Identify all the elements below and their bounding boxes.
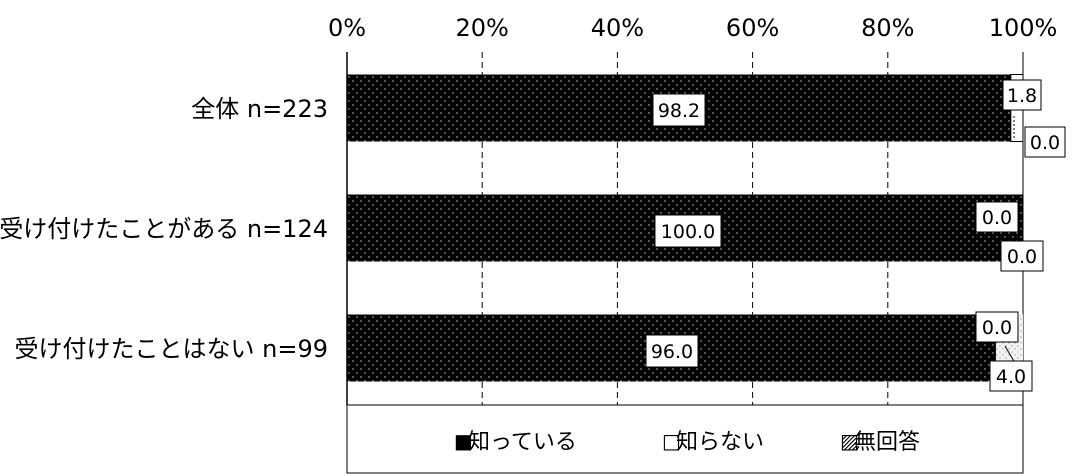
data-label: 4.0 [996, 366, 1026, 388]
x-tick-label: 0% [328, 14, 366, 42]
legend-label: 知っている [468, 430, 577, 455]
data-label: 1.8 [1007, 85, 1037, 107]
legend-marker: ▨ [840, 429, 859, 453]
x-tick-label: 60% [726, 14, 779, 42]
data-label: 100.0 [661, 221, 715, 243]
data-label-box [1002, 79, 1042, 111]
x-tick-label: 20% [456, 14, 509, 42]
legend-label: 無回答 [854, 430, 920, 455]
data-label-box [654, 214, 722, 248]
legend-box [346, 404, 1024, 474]
data-label: 0.0 [982, 317, 1012, 339]
legend-label: 知らない [676, 430, 764, 455]
data-label: 98.2 [658, 100, 700, 122]
category-label: 受け付けたことがある n=124 [0, 215, 328, 243]
data-label-box [1024, 126, 1066, 158]
legend-marker: ■ [454, 429, 473, 453]
data-label: 0.0 [1007, 246, 1037, 268]
data-label: 0.0 [1030, 132, 1060, 154]
data-label-box [975, 311, 1019, 343]
legend-marker: □ [662, 429, 681, 453]
data-label-box [975, 201, 1019, 233]
x-tick-label: 40% [591, 14, 644, 42]
x-tick-label: 100% [989, 14, 1058, 42]
data-label-box [652, 93, 706, 127]
data-label-box [645, 334, 699, 368]
data-label: 96.0 [651, 341, 693, 363]
data-label-box [1000, 240, 1044, 272]
category-label: 全体 n=223 [191, 95, 328, 123]
data-label-leader-line [1004, 345, 1016, 364]
data-label-box [989, 360, 1033, 392]
category-label: 受け付けたことはない n=99 [15, 335, 329, 363]
x-tick-label: 80% [861, 14, 914, 42]
data-label: 0.0 [982, 207, 1012, 229]
